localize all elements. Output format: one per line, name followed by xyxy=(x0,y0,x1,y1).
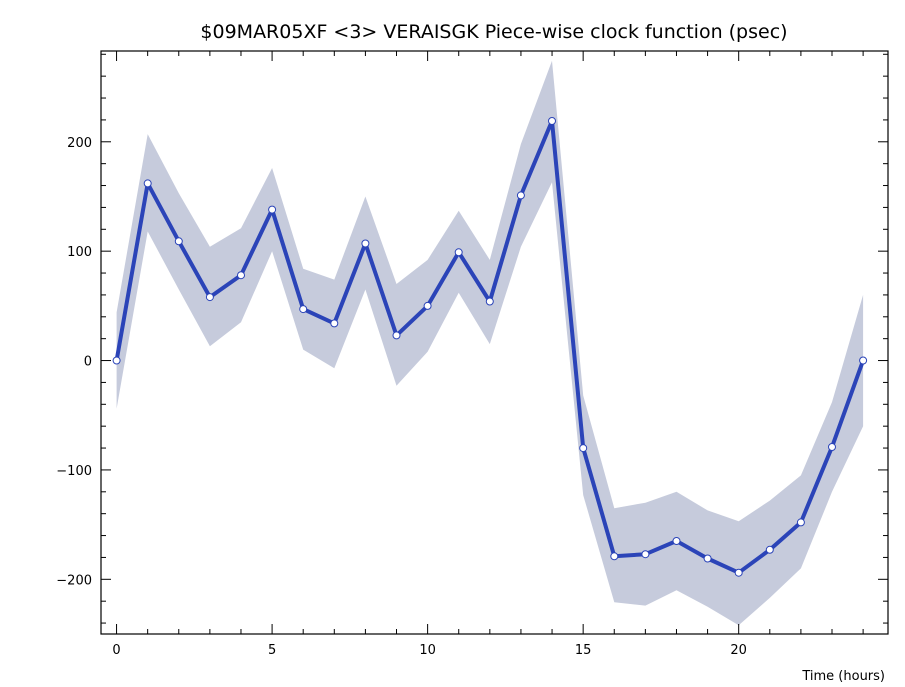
y-tick-label: 100 xyxy=(67,245,92,260)
data-point xyxy=(734,568,743,577)
data-point xyxy=(330,319,339,328)
data-point xyxy=(392,331,401,340)
data-point xyxy=(796,518,805,527)
data-point xyxy=(299,305,308,314)
y-tick-label: −100 xyxy=(56,464,92,479)
data-point xyxy=(268,205,277,214)
uncertainty-band-layer xyxy=(116,60,864,626)
x-tick-label: 5 xyxy=(268,643,276,658)
data-point xyxy=(703,554,712,563)
uncertainty-band xyxy=(116,60,864,626)
data-point xyxy=(454,248,463,257)
data-point xyxy=(548,117,556,125)
series-line xyxy=(114,119,865,575)
data-point xyxy=(579,444,588,453)
x-axis-label: Time (hours) xyxy=(801,669,885,684)
data-point xyxy=(361,239,370,248)
y-tick-label: 0 xyxy=(84,355,92,370)
data-point xyxy=(859,356,868,365)
plot-frame xyxy=(100,50,889,635)
data-point xyxy=(828,443,836,451)
x-tick-label: 10 xyxy=(419,643,436,658)
data-point xyxy=(143,179,152,188)
data-point xyxy=(610,552,619,561)
data-point xyxy=(765,545,774,554)
data-point xyxy=(641,550,650,559)
data-point xyxy=(423,301,432,310)
data-point xyxy=(516,191,525,200)
data-point xyxy=(112,356,121,365)
data-point xyxy=(205,293,214,302)
x-tick-label: 0 xyxy=(112,643,120,658)
data-point-layer xyxy=(112,117,868,577)
data-point xyxy=(237,271,245,280)
x-tick-label: 20 xyxy=(730,643,747,658)
y-tick-label: 200 xyxy=(67,136,92,151)
y-tick-label: −200 xyxy=(56,573,92,588)
data-point xyxy=(485,297,494,306)
chart-title: $09MAR05XF <3> VERAISGK Piece-wise clock… xyxy=(200,21,787,43)
x-axis-ticks: 0 5 10 15 20 xyxy=(112,51,864,658)
data-point xyxy=(672,537,681,545)
x-tick-label: 15 xyxy=(575,643,592,658)
data-point xyxy=(174,237,183,246)
y-axis-ticks: −200 −100 0 100 200 xyxy=(56,53,888,624)
series-line-layer xyxy=(114,119,865,575)
